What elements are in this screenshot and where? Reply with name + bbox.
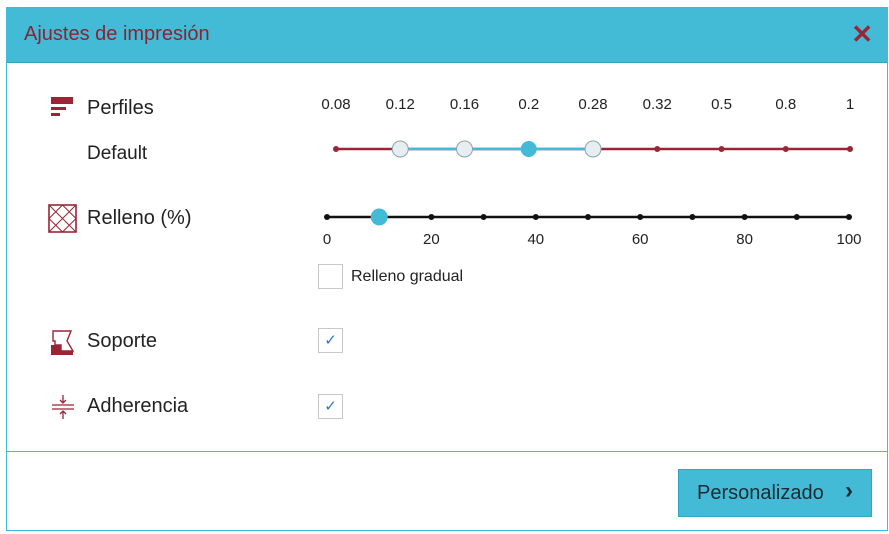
profile-tick-label: 0.28 [578,96,608,113]
footer-divider [7,451,887,452]
profile-selected-handle[interactable] [520,141,537,157]
profile-tick-label: 0.8 [775,96,797,113]
infill-tick-label: 80 [736,231,753,248]
profile-tick-dot [333,146,339,152]
adhesion-label: Adherencia [87,395,189,417]
check-icon: ✓ [324,332,337,349]
infill-tick-label: 60 [631,231,649,248]
custom-settings-button[interactable]: Personalizado › [678,469,872,517]
support-label: Soporte [87,330,158,352]
support-icon [51,330,75,355]
profile-tick-label: 0.16 [449,96,480,113]
infill-handle[interactable] [370,208,388,226]
profile-tick-dot [654,146,661,152]
infill-tick-dot [480,214,487,220]
infill-tick-label: 0 [322,231,332,248]
adhesion-checkbox[interactable]: ✓ [318,394,343,419]
infill-tick-dot [324,214,330,220]
dialog-titlebar: Ajustes de impresión ✕ [7,8,887,63]
profile-tick-label: 0.5 [711,96,732,113]
adhesion-icon [52,395,74,419]
infill-tick-dot [637,214,644,220]
profile-current-name: Default [87,143,148,164]
infill-tick-dot [846,214,852,220]
infill-tick-dot [741,214,748,220]
profile-tick-dot [847,146,853,152]
infill-tick-label: 40 [527,231,545,248]
infill-slider[interactable] [7,8,889,248]
gradual-infill-checkbox[interactable] [318,264,343,289]
profiles-label: Perfiles [87,97,154,119]
profile-option-dot[interactable] [391,140,409,158]
infill-label: Relleno (%) [87,207,192,229]
profile-tick-label: 0.2 [518,96,540,113]
profile-option-dot[interactable] [456,140,473,158]
profile-tick-label: 0.12 [385,96,415,113]
chevron-right-icon: › [845,477,853,504]
infill-tick-dot [689,214,696,220]
gradual-infill-label: Relleno gradual [351,268,464,285]
profile-tick-dot [782,146,789,152]
profile-option-dot[interactable] [584,140,602,158]
profiles-icon [51,97,73,116]
infill-tick-dot [428,214,435,220]
infill-tick-dot [585,214,591,220]
profile-tick-dot [718,146,725,152]
infill-tick-dot [532,214,539,220]
support-checkbox[interactable]: ✓ [318,328,343,353]
print-settings-dialog: Ajustes de impresión ✕ Perfiles Default … [6,7,888,531]
infill-icon [48,204,77,233]
profile-tick-label: 0.32 [642,96,672,113]
dialog-title: Ajustes de impresión [24,23,210,45]
profile-tick-label: 0.08 [321,96,351,113]
infill-tick-dot [793,214,800,220]
profile-slider[interactable] [7,8,889,208]
check-icon: ✓ [324,398,337,415]
infill-tick-label: 20 [423,231,440,248]
infill-tick-label: 100 [836,231,862,248]
close-icon[interactable]: ✕ [851,19,873,49]
check-icon [319,265,342,288]
profile-tick-label: 1 [845,96,855,113]
custom-settings-button-label: Personalizado [697,482,824,504]
